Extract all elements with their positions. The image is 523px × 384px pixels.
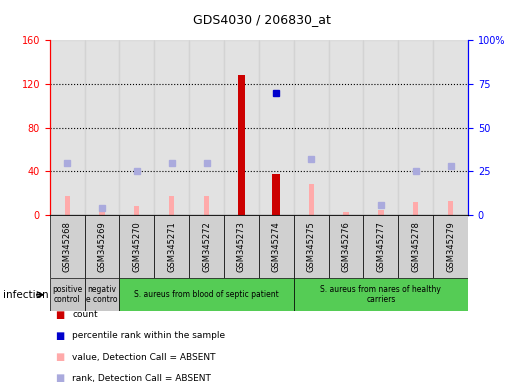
Bar	[378, 210, 383, 215]
Bar	[169, 197, 174, 215]
Text: GSM345275: GSM345275	[306, 221, 316, 272]
Bar	[64, 197, 70, 215]
Bar	[328, 40, 363, 215]
Text: GSM345270: GSM345270	[132, 221, 141, 272]
Bar	[154, 215, 189, 278]
Bar	[119, 278, 294, 311]
Text: rank, Detection Call = ABSENT: rank, Detection Call = ABSENT	[72, 374, 211, 383]
Bar	[328, 215, 363, 278]
Text: S. aureus from blood of septic patient: S. aureus from blood of septic patient	[134, 290, 279, 299]
Bar	[448, 201, 453, 215]
Text: percentile rank within the sample: percentile rank within the sample	[72, 331, 225, 341]
Bar	[224, 215, 259, 278]
Text: ■: ■	[55, 373, 64, 383]
Bar	[189, 40, 224, 215]
Bar	[119, 40, 154, 215]
Bar	[204, 197, 209, 215]
Bar	[85, 215, 119, 278]
Text: negativ
e contro: negativ e contro	[86, 285, 118, 305]
Bar	[259, 215, 294, 278]
Text: GSM345274: GSM345274	[272, 221, 281, 272]
Text: positive
control: positive control	[52, 285, 82, 305]
Bar	[99, 211, 105, 215]
Text: GSM345278: GSM345278	[411, 221, 420, 272]
Bar	[433, 40, 468, 215]
Text: GSM345279: GSM345279	[446, 221, 455, 272]
Bar	[294, 40, 328, 215]
Text: GSM345268: GSM345268	[63, 221, 72, 272]
Bar	[85, 278, 119, 311]
Bar	[50, 215, 85, 278]
Bar	[363, 215, 399, 278]
Bar	[413, 202, 418, 215]
Bar	[399, 40, 433, 215]
Bar	[85, 40, 119, 215]
Bar	[154, 40, 189, 215]
Text: GSM345277: GSM345277	[377, 221, 385, 272]
Text: GDS4030 / 206830_at: GDS4030 / 206830_at	[192, 13, 331, 26]
Bar	[363, 40, 399, 215]
Bar	[272, 174, 280, 215]
Text: infection: infection	[3, 290, 48, 300]
Bar	[50, 40, 85, 215]
Bar	[134, 206, 140, 215]
Bar	[294, 215, 328, 278]
Bar	[189, 215, 224, 278]
Text: S. aureus from nares of healthy
carriers: S. aureus from nares of healthy carriers	[321, 285, 441, 305]
Bar	[294, 278, 468, 311]
Text: GSM345273: GSM345273	[237, 221, 246, 272]
Bar	[119, 215, 154, 278]
Bar	[224, 40, 259, 215]
Text: ■: ■	[55, 331, 64, 341]
Text: count: count	[72, 310, 98, 319]
Text: GSM345269: GSM345269	[97, 221, 107, 272]
Text: GSM345271: GSM345271	[167, 221, 176, 272]
Bar	[237, 75, 245, 215]
Text: GSM345272: GSM345272	[202, 221, 211, 272]
Text: value, Detection Call = ABSENT: value, Detection Call = ABSENT	[72, 353, 215, 362]
Text: ■: ■	[55, 352, 64, 362]
Bar	[433, 215, 468, 278]
Bar	[309, 184, 314, 215]
Bar	[50, 278, 85, 311]
Bar	[399, 215, 433, 278]
Text: GSM345276: GSM345276	[342, 221, 350, 272]
Text: ■: ■	[55, 310, 64, 320]
Bar	[344, 212, 349, 215]
Bar	[259, 40, 294, 215]
